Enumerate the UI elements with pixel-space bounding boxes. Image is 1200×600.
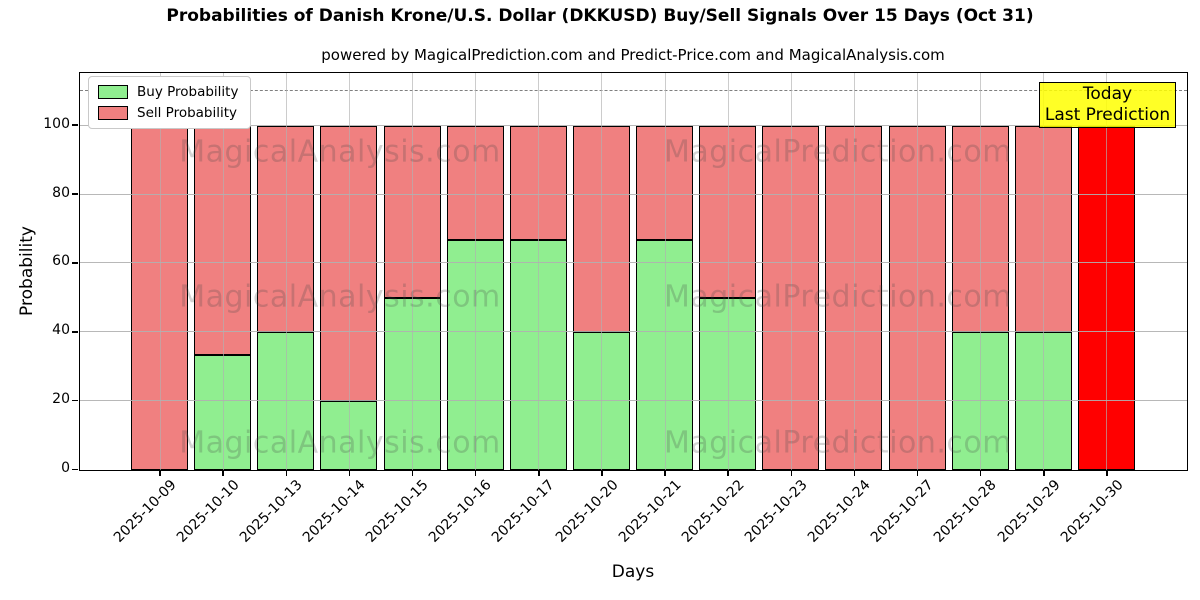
x-tick-mark xyxy=(916,471,919,476)
x-tick-label: 2025-10-24 xyxy=(804,477,874,546)
x-tick-label: 2025-10-10 xyxy=(173,477,243,546)
x-tick-mark xyxy=(853,471,856,476)
today-annotation-box: Today Last Prediction xyxy=(1039,82,1176,128)
x-gridline xyxy=(222,73,224,470)
today-annotation-line2: Last Prediction xyxy=(1044,105,1171,125)
x-tick-mark xyxy=(1106,471,1108,476)
x-axis-label: Days xyxy=(611,562,655,582)
x-gridline xyxy=(159,73,161,470)
x-gridline xyxy=(285,73,287,470)
watermark-prediction: MagicalPrediction.com xyxy=(664,279,1012,315)
x-tick-label: 2025-10-16 xyxy=(426,477,495,546)
watermark-analysis: MagicalAnalysis.com xyxy=(179,425,501,461)
x-tick-label: 2025-10-17 xyxy=(489,477,559,546)
y-tick-label: 60 xyxy=(52,253,70,270)
y-tick-mark xyxy=(72,124,78,126)
watermark-prediction: MagicalPrediction.com xyxy=(664,134,1012,170)
x-gridline xyxy=(412,73,414,470)
y-gridline xyxy=(80,193,1187,195)
x-tick-mark xyxy=(411,471,414,476)
y-tick-label: 40 xyxy=(52,322,70,339)
x-gridline xyxy=(853,73,855,470)
y-tick-mark xyxy=(72,468,78,471)
x-tick-label: 2025-10-29 xyxy=(994,477,1064,546)
x-tick-label: 2025-10-23 xyxy=(741,477,811,546)
x-tick-mark xyxy=(1043,471,1045,476)
today-annotation-line1: Today xyxy=(1082,84,1133,104)
y-tick-label: 0 xyxy=(61,460,70,476)
x-tick-label: 2025-10-27 xyxy=(868,477,937,546)
x-tick-mark xyxy=(727,471,729,476)
legend-item-sell: Sell Probability xyxy=(98,105,238,121)
chart-subtitle: powered by MagicalPrediction.com and Pre… xyxy=(321,46,945,64)
x-tick-mark xyxy=(222,471,224,476)
watermark-prediction: MagicalPrediction.com xyxy=(664,425,1012,461)
y-gridline xyxy=(80,331,1187,333)
watermark-analysis: MagicalAnalysis.com xyxy=(179,134,501,170)
sell-swatch-icon xyxy=(98,106,128,120)
x-tick-mark xyxy=(601,471,603,476)
y-tick-label: 80 xyxy=(52,184,70,201)
legend-label-buy: Buy Probability xyxy=(137,84,239,100)
dashed-threshold-line xyxy=(80,90,1187,92)
x-gridline xyxy=(348,73,350,470)
x-gridline xyxy=(601,73,603,470)
y-gridline xyxy=(80,262,1187,264)
x-tick-label: 2025-10-28 xyxy=(931,477,1001,546)
x-tick-mark xyxy=(159,471,161,476)
y-gridline xyxy=(80,124,1187,126)
x-tick-label: 2025-10-20 xyxy=(552,477,622,546)
x-gridline xyxy=(1043,73,1045,470)
x-gridline xyxy=(917,73,919,470)
x-gridline xyxy=(1106,73,1108,470)
x-gridline xyxy=(980,73,982,470)
x-tick-label: 2025-10-22 xyxy=(678,477,748,546)
x-gridline xyxy=(475,73,477,470)
plot-area: Buy Probability Sell Probability Today L… xyxy=(79,72,1188,471)
x-tick-label: 2025-10-15 xyxy=(363,477,432,546)
legend-item-buy: Buy Probability xyxy=(98,84,238,100)
x-tick-mark xyxy=(538,471,540,476)
x-tick-label: 2025-10-09 xyxy=(110,477,180,546)
x-tick-mark xyxy=(474,471,477,476)
x-tick-label: 2025-10-13 xyxy=(236,477,306,546)
y-tick-mark xyxy=(72,193,78,195)
x-tick-label: 2025-10-30 xyxy=(1057,477,1127,546)
x-tick-mark xyxy=(664,471,666,476)
y-gridline xyxy=(80,400,1187,402)
y-tick-mark xyxy=(72,399,78,402)
x-tick-mark xyxy=(979,471,982,476)
x-tick-label: 2025-10-21 xyxy=(615,477,685,546)
y-tick-mark xyxy=(72,262,78,264)
watermark-analysis: MagicalAnalysis.com xyxy=(179,279,501,315)
x-gridline xyxy=(538,73,540,470)
y-tick-label: 100 xyxy=(43,115,70,132)
buy-swatch-icon xyxy=(98,85,128,99)
x-gridline xyxy=(664,73,666,470)
x-gridline xyxy=(727,73,729,470)
x-tick-mark xyxy=(790,471,793,476)
y-tick-label: 20 xyxy=(52,391,70,408)
x-tick-mark xyxy=(348,471,351,476)
y-tick-mark xyxy=(72,331,78,333)
chart-title: Probabilities of Danish Krone/U.S. Dolla… xyxy=(166,6,1034,26)
x-tick-mark xyxy=(285,471,288,476)
legend-label-sell: Sell Probability xyxy=(137,105,238,121)
x-gridline xyxy=(790,73,792,470)
x-tick-label: 2025-10-14 xyxy=(299,477,369,546)
y-axis-label: Probability xyxy=(17,226,37,316)
legend: Buy Probability Sell Probability xyxy=(88,76,252,129)
